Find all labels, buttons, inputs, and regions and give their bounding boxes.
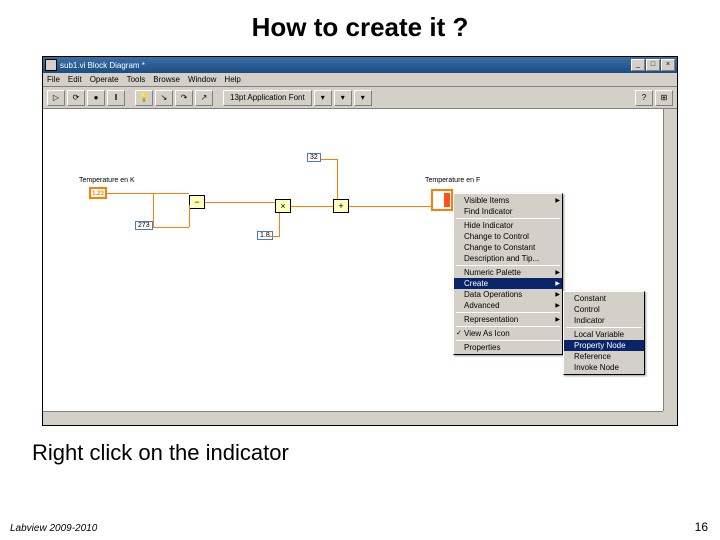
- ctx-properties[interactable]: Properties: [454, 342, 562, 353]
- ctx-view-as-icon[interactable]: View As Icon: [454, 328, 562, 339]
- wire: [189, 205, 190, 227]
- distribute-button[interactable]: ▾: [334, 90, 352, 106]
- menubar: File Edit Operate Tools Browse Window He…: [43, 73, 677, 87]
- context-help-button[interactable]: ⊞: [655, 90, 673, 106]
- label-temp-f: Temperature en F: [425, 177, 480, 184]
- multiply-node[interactable]: ×: [275, 199, 291, 213]
- align-button[interactable]: ▾: [314, 90, 332, 106]
- wire: [269, 236, 279, 237]
- slide-title: How to create it ?: [0, 0, 720, 43]
- titlebar[interactable]: sub1.vi Block Diagram * _ □ ×: [43, 57, 677, 73]
- terminal-temp-k[interactable]: 1.23: [89, 187, 107, 199]
- ctx-sub-constant[interactable]: Constant: [564, 293, 644, 304]
- ctx-sub-local-variable[interactable]: Local Variable: [564, 329, 644, 340]
- ctx-sub-control[interactable]: Control: [564, 304, 644, 315]
- window-title: sub1.vi Block Diagram *: [60, 61, 145, 70]
- footer-left: Labview 2009-2010: [10, 523, 97, 534]
- step-out-button[interactable]: ↗: [195, 90, 213, 106]
- menu-browse[interactable]: Browse: [153, 75, 180, 84]
- context-menu-main: Visible Items Find Indicator Hide Indica…: [453, 193, 563, 355]
- minimize-button[interactable]: _: [631, 59, 645, 71]
- maximize-button[interactable]: □: [646, 59, 660, 71]
- labview-window: sub1.vi Block Diagram * _ □ × File Edit …: [42, 56, 678, 426]
- ctx-representation[interactable]: Representation: [454, 314, 562, 325]
- ctx-sep: [456, 312, 560, 313]
- ctx-numeric-palette[interactable]: Numeric Palette: [454, 267, 562, 278]
- menu-operate[interactable]: Operate: [90, 75, 119, 84]
- font-selector[interactable]: 13pt Application Font: [223, 90, 312, 106]
- ctx-hide-indicator[interactable]: Hide Indicator: [454, 220, 562, 231]
- wire: [279, 213, 280, 237]
- ctx-change-to-control[interactable]: Change to Control: [454, 231, 562, 242]
- wire: [321, 159, 337, 160]
- scrollbar-corner: [663, 411, 677, 425]
- highlight-exec-button[interactable]: 💡: [135, 90, 153, 106]
- wire: [337, 159, 338, 199]
- ctx-sep: [456, 265, 560, 266]
- toolbar: ▷ ⟳ ● ‖ 💡 ↘ ↷ ↗ 13pt Application Font ▾ …: [43, 87, 677, 109]
- menu-edit[interactable]: Edit: [68, 75, 82, 84]
- ctx-sep: [566, 327, 642, 328]
- ctx-visible-items[interactable]: Visible Items: [454, 195, 562, 206]
- wire: [205, 202, 275, 203]
- wire: [291, 206, 333, 207]
- ctx-sep: [456, 218, 560, 219]
- ctx-advanced[interactable]: Advanced: [454, 300, 562, 311]
- reorder-button[interactable]: ▾: [354, 90, 372, 106]
- wire: [349, 206, 431, 207]
- menu-tools[interactable]: Tools: [127, 75, 146, 84]
- ctx-description-tip[interactable]: Description and Tip...: [454, 253, 562, 264]
- ctx-sep: [456, 340, 560, 341]
- menu-window[interactable]: Window: [188, 75, 216, 84]
- ctx-data-operations[interactable]: Data Operations: [454, 289, 562, 300]
- constant-273[interactable]: 273: [135, 221, 153, 230]
- ctx-change-to-constant[interactable]: Change to Constant: [454, 242, 562, 253]
- pause-button[interactable]: ‖: [107, 90, 125, 106]
- ctx-sub-invoke-node[interactable]: Invoke Node: [564, 362, 644, 373]
- menu-help[interactable]: Help: [224, 75, 240, 84]
- step-into-button[interactable]: ↘: [155, 90, 173, 106]
- page-number: 16: [695, 520, 708, 534]
- abort-button[interactable]: ●: [87, 90, 105, 106]
- scrollbar-vertical[interactable]: [663, 109, 677, 411]
- slide-caption: Right click on the indicator: [32, 440, 289, 466]
- ctx-create[interactable]: Create: [454, 278, 562, 289]
- scrollbar-horizontal[interactable]: [43, 411, 663, 425]
- terminal-temp-f[interactable]: [431, 189, 453, 211]
- close-button[interactable]: ×: [661, 59, 675, 71]
- wire: [107, 193, 189, 194]
- run-button[interactable]: ▷: [47, 90, 65, 106]
- block-diagram-canvas[interactable]: Temperature en K 1.23 273 − 1.8 × 32 + T…: [43, 109, 677, 425]
- label-temp-k: Temperature en K: [79, 177, 135, 184]
- wire: [153, 193, 154, 227]
- help-button[interactable]: ?: [635, 90, 653, 106]
- ctx-sub-indicator[interactable]: Indicator: [564, 315, 644, 326]
- ctx-sep: [456, 326, 560, 327]
- add-node[interactable]: +: [333, 199, 349, 213]
- run-cont-button[interactable]: ⟳: [67, 90, 85, 106]
- ctx-sub-reference[interactable]: Reference: [564, 351, 644, 362]
- context-menu-create-sub: Constant Control Indicator Local Variabl…: [563, 291, 645, 375]
- constant-32[interactable]: 32: [307, 153, 321, 162]
- ctx-find-indicator[interactable]: Find Indicator: [454, 206, 562, 217]
- ctx-sub-property-node[interactable]: Property Node: [564, 340, 644, 351]
- subtract-node[interactable]: −: [189, 195, 205, 209]
- app-icon: [45, 59, 57, 71]
- menu-file[interactable]: File: [47, 75, 60, 84]
- step-over-button[interactable]: ↷: [175, 90, 193, 106]
- wire: [153, 227, 189, 228]
